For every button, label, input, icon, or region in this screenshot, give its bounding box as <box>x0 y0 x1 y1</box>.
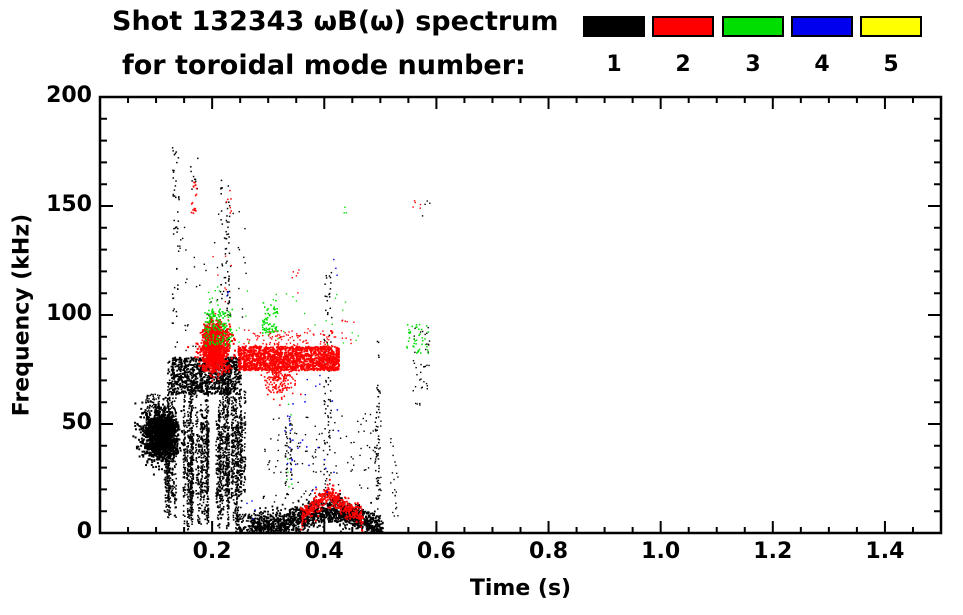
chart-subtitle: for toroidal mode number: <box>122 50 526 81</box>
legend-label-mode-3: 3 <box>745 52 761 77</box>
x-tick-label: 0.2 <box>192 539 232 564</box>
legend-label-mode-1: 1 <box>606 52 622 77</box>
legend-swatch-mode-3 <box>722 16 784 37</box>
y-tick-label: 0 <box>76 519 92 544</box>
chart-title: Shot 132343 ωB(ω) spectrum <box>112 6 559 37</box>
x-tick-label: 1.0 <box>641 539 681 564</box>
x-tick-label: 0.8 <box>529 539 569 564</box>
y-tick-label: 150 <box>46 192 92 217</box>
x-axis-label: Time (s) <box>469 576 572 601</box>
x-tick-label: 0.4 <box>304 539 344 564</box>
x-tick-label: 1.4 <box>865 539 905 564</box>
legend-label-mode-4: 4 <box>814 52 830 77</box>
legend-swatch-mode-4 <box>791 16 853 37</box>
y-tick-label: 50 <box>61 410 92 435</box>
legend-label-mode-5: 5 <box>883 52 899 77</box>
x-tick-label: 0.6 <box>416 539 456 564</box>
legend-swatch-mode-2 <box>652 16 714 37</box>
x-tick-label: 1.2 <box>753 539 793 564</box>
y-tick-label: 200 <box>46 83 92 108</box>
legend-swatch-mode-5 <box>860 16 922 37</box>
y-tick-label: 100 <box>46 301 92 326</box>
y-axis-label: Frequency (kHz) <box>9 213 35 417</box>
legend-swatch-mode-1 <box>583 16 645 37</box>
legend-label-mode-2: 2 <box>675 52 691 77</box>
